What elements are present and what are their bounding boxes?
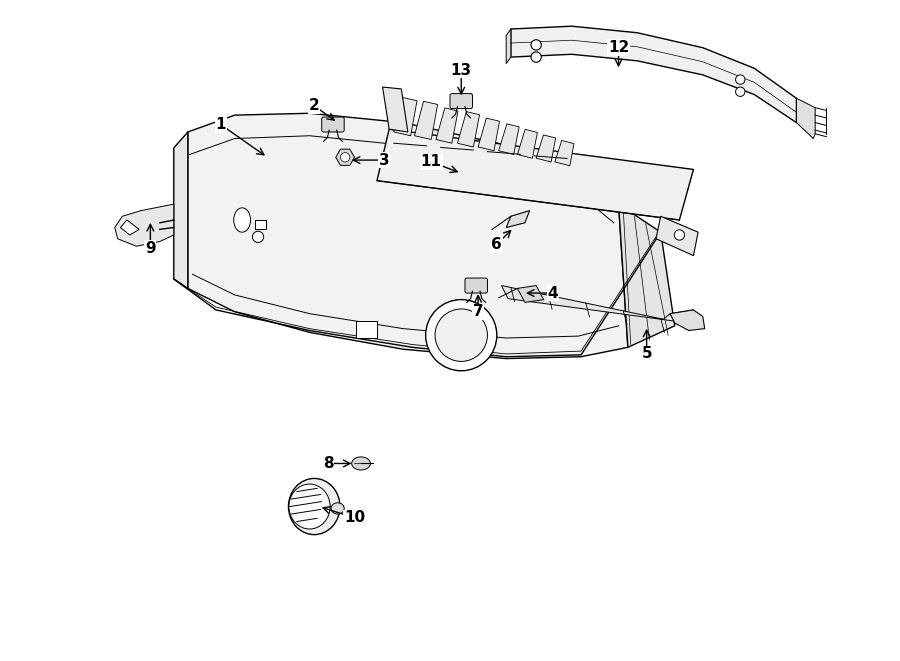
Ellipse shape xyxy=(234,208,250,232)
Circle shape xyxy=(674,230,685,240)
Polygon shape xyxy=(382,87,408,132)
Ellipse shape xyxy=(331,503,344,514)
Text: 3: 3 xyxy=(379,153,390,168)
Polygon shape xyxy=(414,101,437,139)
Polygon shape xyxy=(336,149,355,165)
Text: 8: 8 xyxy=(323,456,334,471)
Text: 4: 4 xyxy=(548,286,558,301)
Circle shape xyxy=(531,40,541,50)
Polygon shape xyxy=(670,310,705,330)
Polygon shape xyxy=(501,286,694,323)
Polygon shape xyxy=(377,129,694,220)
Circle shape xyxy=(252,231,264,243)
Circle shape xyxy=(531,52,541,62)
Ellipse shape xyxy=(289,484,330,529)
Bar xyxy=(356,321,377,338)
Circle shape xyxy=(735,87,745,97)
Text: 11: 11 xyxy=(421,155,442,169)
Polygon shape xyxy=(174,132,188,288)
Text: 10: 10 xyxy=(344,510,365,525)
Polygon shape xyxy=(555,141,574,166)
Circle shape xyxy=(340,153,350,162)
Polygon shape xyxy=(518,286,544,303)
Polygon shape xyxy=(457,112,480,147)
Polygon shape xyxy=(478,118,500,151)
Polygon shape xyxy=(121,220,140,235)
FancyBboxPatch shape xyxy=(450,94,472,108)
Polygon shape xyxy=(656,216,698,256)
Polygon shape xyxy=(394,98,417,136)
Text: 13: 13 xyxy=(451,63,472,78)
Polygon shape xyxy=(115,204,174,247)
FancyBboxPatch shape xyxy=(321,117,344,132)
Polygon shape xyxy=(499,124,519,155)
Circle shape xyxy=(435,309,488,362)
Bar xyxy=(256,220,266,229)
Polygon shape xyxy=(188,113,628,358)
Text: 6: 6 xyxy=(491,237,502,252)
Polygon shape xyxy=(506,211,529,227)
Polygon shape xyxy=(436,108,458,143)
Polygon shape xyxy=(511,26,796,123)
Polygon shape xyxy=(618,204,675,347)
Polygon shape xyxy=(506,29,511,63)
Circle shape xyxy=(426,299,497,371)
Text: 7: 7 xyxy=(472,304,483,319)
Text: 2: 2 xyxy=(309,98,320,113)
Text: 1: 1 xyxy=(215,117,226,132)
Text: 12: 12 xyxy=(608,40,629,56)
Ellipse shape xyxy=(289,479,340,535)
Text: 9: 9 xyxy=(145,241,156,256)
Text: 5: 5 xyxy=(642,346,652,362)
FancyBboxPatch shape xyxy=(465,278,488,293)
Polygon shape xyxy=(536,135,555,162)
Circle shape xyxy=(735,75,745,84)
Ellipse shape xyxy=(352,457,371,470)
Polygon shape xyxy=(518,130,537,158)
Polygon shape xyxy=(796,98,815,139)
